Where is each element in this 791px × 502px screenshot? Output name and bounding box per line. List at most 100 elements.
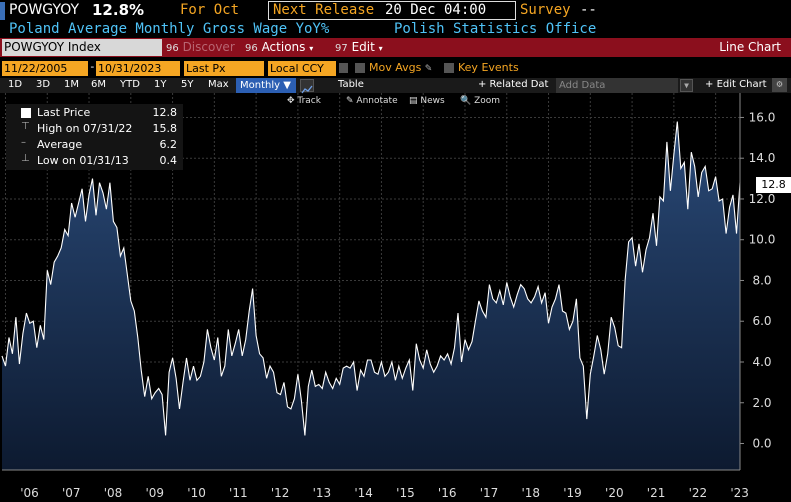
news-label: News: [420, 96, 445, 106]
next-release-box: [268, 1, 516, 20]
y-tick-label: 2.0: [752, 396, 771, 410]
security-description-row: Poland Average Monthly Gross Wage YoY% P…: [0, 21, 791, 39]
x-tick-label: '19: [563, 486, 582, 500]
price-field-select[interactable]: Last Px: [184, 61, 264, 76]
period-6m[interactable]: 6M: [91, 79, 106, 90]
high-label: High on 07/31/22: [37, 122, 133, 135]
period-label: For Oct: [180, 2, 240, 18]
security-input[interactable]: POWGYOY Index: [2, 39, 162, 56]
track-icon: ✥: [287, 96, 295, 106]
date-range-row: 11/22/2005 - 10/31/2023 Last Px Local CC…: [0, 60, 791, 77]
mov-avgs-checkbox[interactable]: [355, 63, 365, 73]
survey-value: --: [580, 2, 597, 18]
data-source: Polish Statistics Office: [394, 21, 597, 37]
x-tick-label: '14: [354, 486, 373, 500]
key-events-label: Key Events: [458, 61, 519, 74]
annotate-label: Annotate: [356, 96, 398, 106]
y-tick-label: 8.0: [752, 273, 771, 287]
track-tool[interactable]: ✥ Track: [287, 96, 321, 106]
annotate-tool[interactable]: ✎ Annotate: [346, 96, 398, 106]
edit-chart-button[interactable]: + Edit Chart: [705, 79, 767, 90]
next-release-value: 20 Dec 04:00: [385, 2, 487, 18]
period-5y[interactable]: 5Y: [181, 79, 194, 90]
edit-menu[interactable]: 97 Edit ▾: [335, 39, 383, 57]
zoom-tool[interactable]: 🔍 Zoom: [460, 96, 500, 106]
high-value: 15.8: [152, 122, 178, 135]
next-release-label: Next Release: [273, 2, 375, 18]
line-chart[interactable]: 0.0 2.0 4.0 6.0 8.0 10.0 12.0 14.0 16.0 '06 '07 '08…: [0, 93, 791, 502]
ticker-marker: [0, 2, 5, 20]
chart-style-icon[interactable]: [300, 79, 314, 94]
legend-last-price: Last Price 12.8: [6, 106, 183, 121]
actions-label: Actions: [261, 40, 306, 54]
x-tick-label: '07: [62, 486, 81, 500]
x-tick-label: '09: [146, 486, 165, 500]
low-label: Low on 01/31/13: [37, 154, 129, 167]
zoom-label: Zoom: [474, 96, 501, 106]
legend-low: ⊥ Low on 01/31/13 0.4: [6, 153, 183, 169]
x-tick-label: '10: [187, 486, 206, 500]
add-data-dropdown-icon[interactable]: ▼: [680, 79, 693, 92]
actions-menu[interactable]: 96 Actions ▾: [245, 39, 313, 57]
ticker-symbol[interactable]: POWGYOY: [9, 2, 80, 18]
end-date-field[interactable]: 10/31/2023: [96, 61, 180, 76]
pencil-icon[interactable]: ✎: [425, 61, 432, 74]
period-max[interactable]: Max: [208, 79, 229, 90]
x-tick-label: '21: [647, 486, 666, 500]
last-value-marker: 12.8: [756, 177, 791, 193]
low-value: 0.4: [159, 154, 178, 167]
average-label: Average: [37, 138, 83, 151]
mov-avgs-label: Mov Avgs: [369, 61, 422, 74]
period-1y[interactable]: 1Y: [154, 79, 167, 90]
x-tick-label: '16: [438, 486, 457, 500]
range-dash: -: [89, 60, 96, 73]
discover-menu[interactable]: 96 Discover: [166, 39, 235, 57]
x-tick-label: '18: [521, 486, 540, 500]
chart-type-label: Line Chart: [719, 40, 781, 54]
discover-num: 96: [166, 43, 179, 54]
chart-legend: Last Price 12.8 ⊤ High on 07/31/22 15.8 …: [6, 104, 183, 170]
period-1d[interactable]: 1D: [8, 79, 23, 90]
edit-num: 97: [335, 43, 348, 54]
x-tick-label: '06: [20, 486, 39, 500]
function-toolbar: POWGYOY Index 96 Discover 96 Actions ▾ 9…: [0, 38, 791, 57]
y-tick-label: 14.0: [749, 151, 776, 165]
period-ytd[interactable]: YTD: [120, 79, 140, 90]
period-3d[interactable]: 3D: [36, 79, 51, 90]
table-button[interactable]: Table: [338, 79, 364, 90]
survey-label: Survey: [520, 2, 571, 18]
currency-dropdown-icon[interactable]: [339, 63, 348, 73]
average-marker-icon: –: [21, 137, 26, 148]
period-1m[interactable]: 1M: [64, 79, 79, 90]
x-tick-label: '17: [480, 486, 499, 500]
actions-num: 96: [245, 43, 258, 54]
high-marker-icon: ⊤: [21, 121, 30, 132]
track-label: Track: [297, 96, 321, 106]
discover-label: Discover: [182, 40, 235, 54]
gear-icon[interactable]: ⚙: [772, 78, 787, 92]
frequency-dropdown-icon: ▼: [283, 80, 291, 91]
frequency-select[interactable]: Monthly ▼: [236, 78, 296, 93]
x-tick-label: '20: [605, 486, 624, 500]
related-data-button[interactable]: + Related Dat: [478, 79, 549, 90]
last-price-swatch: [21, 108, 31, 118]
start-date-field[interactable]: 11/22/2005: [2, 61, 88, 76]
y-tick-label: 12.0: [749, 192, 776, 206]
add-data-input[interactable]: Add Data: [556, 78, 678, 93]
last-price-value: 12.8: [152, 106, 178, 119]
annotate-icon: ✎: [346, 96, 354, 106]
x-tick-label: '13: [313, 486, 332, 500]
currency-select[interactable]: Local CCY: [268, 61, 336, 76]
average-value: 6.2: [159, 138, 178, 151]
actions-dropdown-icon: ▾: [309, 44, 314, 53]
security-description: Poland Average Monthly Gross Wage YoY%: [9, 21, 330, 37]
chart-area[interactable]: 0.0 2.0 4.0 6.0 8.0 10.0 12.0 14.0 16.0 '06 '07 '08…: [0, 93, 791, 502]
y-tick-label: 10.0: [749, 233, 776, 247]
edit-chart-label: Edit Chart: [716, 79, 767, 90]
y-tick-label: 16.0: [749, 110, 776, 124]
x-tick-label: '08: [104, 486, 123, 500]
news-tool[interactable]: ▤ News: [409, 96, 445, 106]
x-tick-label: '15: [396, 486, 415, 500]
edit-label: Edit: [351, 40, 375, 54]
key-events-checkbox[interactable]: [444, 63, 454, 73]
